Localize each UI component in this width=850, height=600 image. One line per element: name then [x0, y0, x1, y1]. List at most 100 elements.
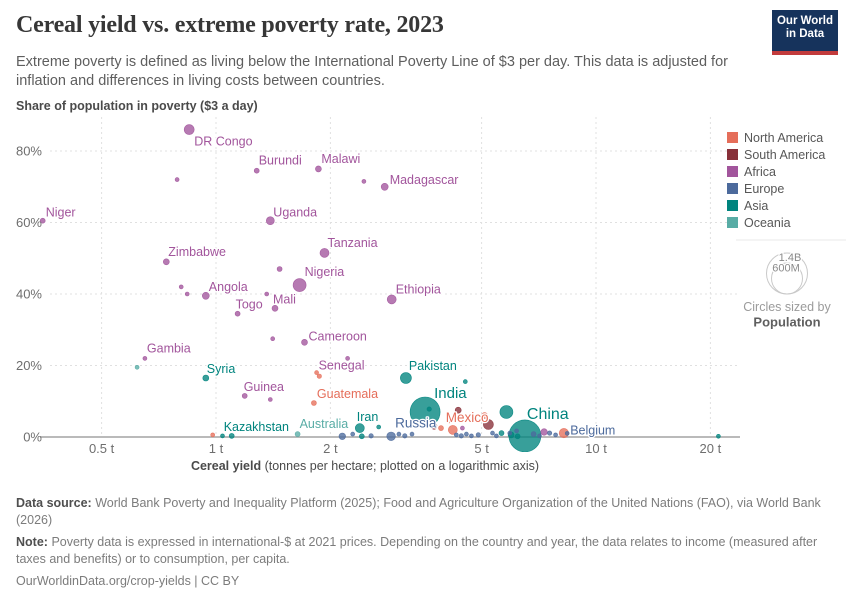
- dot-country[interactable]: [464, 431, 469, 437]
- dot-country[interactable]: [454, 406, 462, 414]
- dot-togo[interactable]: [234, 310, 241, 317]
- dot-russia[interactable]: [386, 431, 396, 441]
- dot-country[interactable]: [368, 433, 374, 439]
- dot-country[interactable]: [430, 422, 438, 430]
- label-russia[interactable]: Russia: [394, 414, 438, 432]
- dot-country[interactable]: [358, 433, 365, 440]
- dot-malawi[interactable]: [315, 165, 322, 173]
- label-zimbabwe[interactable]: Zimbabwe: [167, 244, 227, 260]
- label-belgium[interactable]: Belgium: [569, 422, 617, 439]
- legend-item-oceania[interactable]: Oceania: [727, 214, 825, 231]
- dot-country[interactable]: [458, 433, 464, 439]
- label-cameroon[interactable]: Cameroon: [307, 328, 368, 345]
- dot-country[interactable]: [426, 406, 432, 412]
- label-burundi[interactable]: Burundi: [257, 152, 303, 169]
- dot-australia[interactable]: [294, 431, 301, 437]
- dot-country[interactable]: [498, 430, 505, 436]
- dot-country[interactable]: [402, 433, 408, 439]
- dot-country[interactable]: [361, 179, 367, 184]
- dot-country[interactable]: [267, 397, 273, 402]
- dot-zimbabwe[interactable]: [163, 258, 170, 266]
- dot-country[interactable]: [270, 336, 276, 342]
- label-syria[interactable]: Syria: [206, 361, 237, 378]
- label-dr-congo[interactable]: DR Congo: [193, 133, 254, 150]
- label-togo[interactable]: Togo: [234, 296, 264, 313]
- dot-country[interactable]: [409, 431, 415, 437]
- dot-country[interactable]: [514, 433, 521, 440]
- dot-country[interactable]: [338, 432, 346, 440]
- dot-iran[interactable]: [354, 423, 365, 433]
- dot-country[interactable]: [453, 432, 459, 438]
- dot-belgium[interactable]: [564, 431, 570, 436]
- label-niger[interactable]: Niger: [44, 204, 76, 221]
- dot-country[interactable]: [514, 428, 519, 434]
- legend-item-africa[interactable]: Africa: [727, 163, 825, 180]
- dot-country[interactable]: [446, 418, 452, 424]
- dot-nigeria[interactable]: [292, 278, 307, 292]
- dot-country[interactable]: [483, 419, 494, 430]
- dot-country[interactable]: [134, 364, 140, 370]
- dot-country[interactable]: [210, 432, 215, 438]
- footer-link[interactable]: OurWorldinData.org/crop-yields | CC BY: [16, 574, 240, 588]
- dot-country[interactable]: [184, 291, 190, 297]
- dot-country[interactable]: [350, 431, 356, 437]
- dot-country[interactable]: [376, 424, 382, 430]
- label-nigeria[interactable]: Nigeria: [303, 264, 345, 281]
- dot-country[interactable]: [494, 433, 499, 439]
- label-australia[interactable]: Australia: [298, 416, 349, 433]
- dot-country[interactable]: [547, 430, 553, 436]
- owid-logo[interactable]: Our World in Data: [772, 10, 838, 55]
- dot-country[interactable]: [540, 428, 548, 436]
- label-mexico[interactable]: Mexico: [445, 409, 490, 427]
- dot-mexico[interactable]: [447, 425, 458, 435]
- dot-country[interactable]: [537, 433, 542, 439]
- label-tanzania[interactable]: Tanzania: [326, 235, 379, 252]
- label-guinea[interactable]: Guinea: [242, 379, 285, 396]
- label-india[interactable]: India: [433, 384, 469, 404]
- label-iran[interactable]: Iran: [356, 409, 380, 426]
- legend-item-europe[interactable]: Europe: [727, 180, 825, 197]
- dot-country[interactable]: [438, 425, 444, 431]
- dot-country[interactable]: [174, 177, 180, 182]
- dot-kazakhstan[interactable]: [228, 433, 235, 439]
- legend-item-north-america[interactable]: North America: [727, 129, 825, 146]
- label-guatemala[interactable]: Guatemala: [316, 386, 380, 403]
- label-gambia[interactable]: Gambia: [146, 340, 192, 357]
- dot-niger[interactable]: [39, 217, 46, 224]
- dot-country[interactable]: [276, 266, 283, 272]
- dot-guatemala[interactable]: [311, 400, 317, 406]
- label-mali[interactable]: Mali: [272, 291, 297, 308]
- dot-ethiopia[interactable]: [386, 294, 397, 305]
- dot-country[interactable]: [490, 430, 495, 436]
- dot-senegal[interactable]: [345, 356, 350, 361]
- label-kazakhstan[interactable]: Kazakhstan: [222, 419, 290, 436]
- legend-item-south-america[interactable]: South America: [727, 146, 825, 163]
- dot-country[interactable]: [220, 433, 225, 439]
- dot-country[interactable]: [314, 370, 319, 375]
- label-madagascar[interactable]: Madagascar: [388, 172, 459, 189]
- dot-country[interactable]: [462, 379, 468, 384]
- dot-dr-congo[interactable]: [183, 124, 195, 135]
- dot-syria[interactable]: [202, 374, 210, 382]
- dot-burundi[interactable]: [253, 167, 260, 174]
- label-malawi[interactable]: Malawi: [320, 151, 361, 168]
- label-ethiopia[interactable]: Ethiopia: [394, 281, 442, 298]
- label-senegal[interactable]: Senegal: [317, 357, 365, 374]
- dot-country[interactable]: [460, 425, 465, 431]
- label-china[interactable]: China: [526, 405, 570, 425]
- dot-country[interactable]: [469, 433, 474, 439]
- dot-pakistan[interactable]: [400, 372, 412, 384]
- dot-country[interactable]: [178, 284, 184, 290]
- label-pakistan[interactable]: Pakistan: [408, 358, 458, 375]
- dot-country[interactable]: [316, 373, 322, 379]
- dot-country[interactable]: [530, 431, 537, 437]
- dot-gambia[interactable]: [142, 356, 148, 361]
- dot-cameroon[interactable]: [301, 338, 308, 346]
- dot-country[interactable]: [481, 412, 488, 419]
- dot-mali[interactable]: [271, 304, 279, 312]
- dot-india[interactable]: [409, 396, 441, 428]
- dot-country[interactable]: [499, 405, 514, 419]
- dot-tanzania[interactable]: [319, 248, 330, 258]
- dot-country[interactable]: [553, 432, 558, 438]
